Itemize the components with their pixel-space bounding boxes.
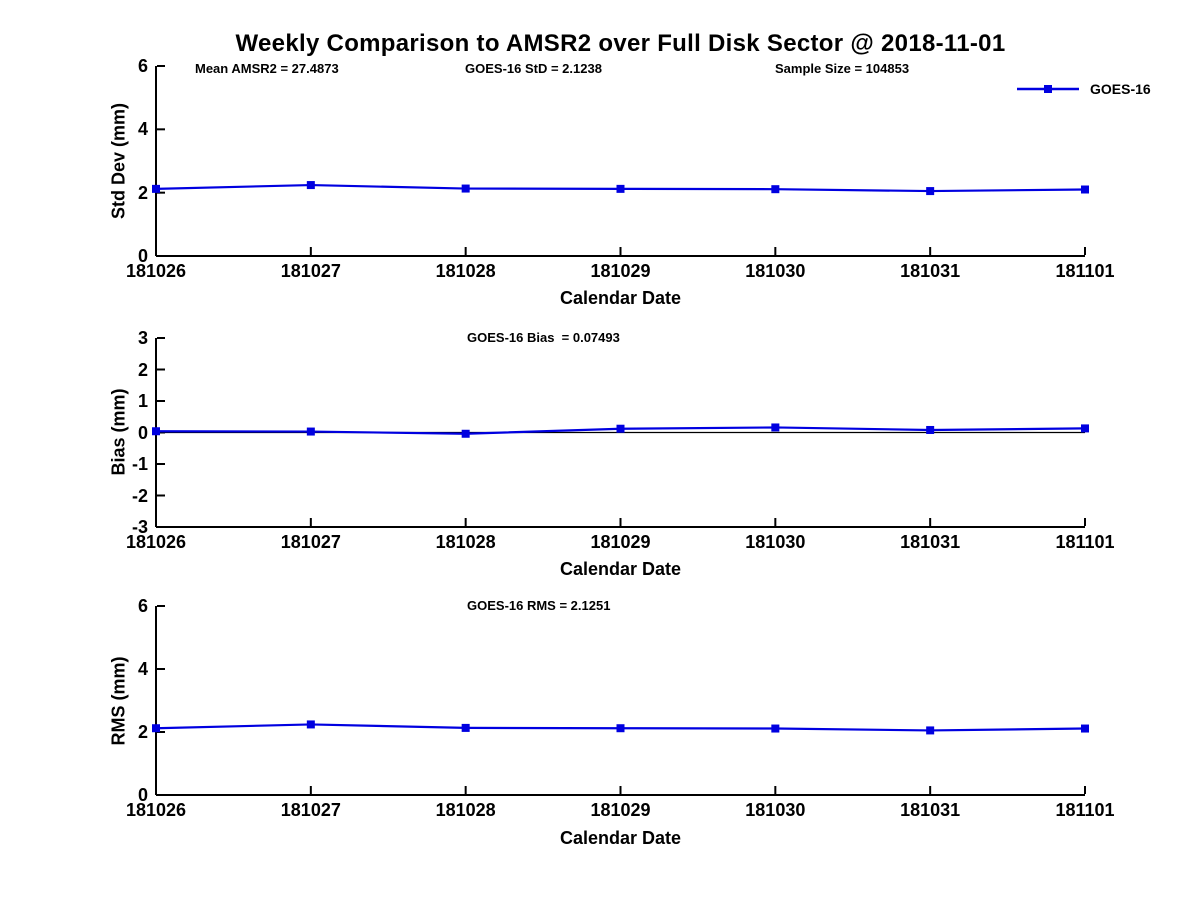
y-tick-label: 0 (137, 785, 148, 805)
x-axis-label-calendar-date: Calendar Date (559, 288, 682, 308)
y-tick-label: -3 (131, 517, 148, 537)
x-tick-label: 181027 (280, 261, 341, 281)
x-tick-label: 181027 (280, 800, 341, 820)
x-tick-label: 181026 (125, 532, 187, 552)
x-tick-label: 181029 (590, 532, 651, 552)
annotation-mean-amsr2: Mean AMSR2 = 27.4873 (195, 61, 339, 76)
x-axis-label-calendar-date: Calendar Date (559, 828, 682, 848)
x-tick-label: 181030 (745, 261, 806, 281)
data-point-marker (461, 723, 470, 732)
x-tick-label: 181028 (435, 800, 496, 820)
data-point-marker (926, 425, 935, 434)
x-tick-label: 181031 (900, 800, 961, 820)
x-tick-label: 181026 (125, 800, 187, 820)
data-point-marker (616, 724, 625, 733)
data-point-marker (616, 424, 625, 433)
legend: GOES-16 (1015, 80, 1151, 98)
plot-area-bias (152, 337, 1089, 528)
data-point-marker (1081, 724, 1089, 733)
x-tick-label: 181029 (590, 261, 651, 281)
data-point-marker (771, 185, 780, 194)
y-tick-label: 2 (137, 182, 148, 203)
data-point-marker (926, 187, 935, 196)
x-tick-label: 181028 (435, 532, 496, 552)
data-point-marker (461, 429, 470, 438)
y-tick-label: 4 (137, 119, 148, 140)
x-tick-label: 181101 (1055, 800, 1115, 820)
x-tick-label: 181028 (435, 261, 496, 281)
legend-line-sample (1017, 85, 1079, 93)
x-tick-label: 181030 (745, 800, 806, 820)
x-axis-label-calendar-date: Calendar Date (559, 559, 682, 579)
x-tick-label: 181031 (900, 532, 961, 552)
data-point-marker (1081, 185, 1089, 194)
annotation-sample-size: Sample Size = 104853 (775, 61, 910, 76)
x-tick-label: 181029 (590, 800, 651, 820)
y-tick-label: 1 (137, 391, 148, 411)
x-tick-label: 181101 (1055, 261, 1115, 281)
y-tick-label: -2 (131, 485, 148, 506)
data-point-marker (152, 427, 160, 436)
data-point-marker (771, 423, 780, 432)
data-point-marker (306, 181, 315, 190)
chart-title: Weekly Comparison to AMSR2 over Full Dis… (235, 30, 1006, 57)
y-tick-label: -1 (131, 454, 148, 474)
data-point-marker (306, 720, 315, 729)
y-tick-label: 4 (137, 659, 148, 679)
x-tick-label: 181026 (125, 261, 187, 281)
plot-area-std-dev (152, 65, 1089, 257)
data-point-marker (461, 184, 470, 193)
y-tick-label: 6 (137, 596, 148, 616)
x-tick-label: 181027 (280, 532, 341, 552)
data-point-marker (616, 184, 625, 193)
y-tick-label: 6 (137, 56, 148, 76)
y-tick-label: 0 (137, 422, 148, 443)
y-tick-label: 0 (137, 246, 148, 266)
x-tick-label: 181030 (745, 532, 806, 552)
annotation-goes16-bias: GOES-16 Bias = 0.07493 (467, 330, 620, 345)
annotation-goes16-std: GOES-16 StD = 2.1238 (465, 61, 602, 76)
x-tick-label: 181101 (1055, 532, 1115, 552)
data-point-marker (152, 184, 160, 193)
y-tick-label: 2 (137, 359, 148, 380)
y-tick-label: 3 (137, 328, 148, 348)
data-point-marker (152, 724, 160, 733)
data-point-marker (771, 724, 780, 733)
x-tick-label: 181031 (900, 261, 961, 281)
data-point-marker (306, 427, 315, 436)
y-tick-label: 2 (137, 722, 148, 742)
annotation-goes16-rms: GOES-16 RMS = 2.1251 (467, 598, 611, 613)
plot-area-rms (152, 605, 1089, 796)
data-point-marker (926, 726, 935, 735)
legend-label: GOES-16 (1090, 81, 1151, 97)
data-point-marker (1081, 424, 1089, 433)
